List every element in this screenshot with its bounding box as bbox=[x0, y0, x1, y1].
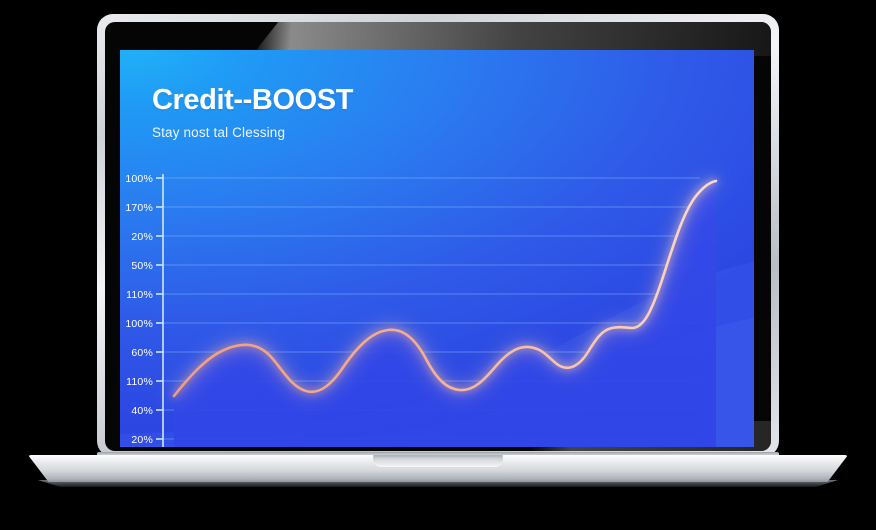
laptop-base-shadow bbox=[37, 480, 839, 487]
chart-area-fill bbox=[174, 181, 716, 447]
y-tick-label: 60% bbox=[131, 347, 153, 359]
area-chart: 100% 170% 20% 50% 110% 100% 60% 110% 40%… bbox=[120, 144, 754, 447]
presentation-slide: Credit--BOOST Stay nost tal Clessing bbox=[120, 50, 754, 447]
page-title: Credit--BOOST bbox=[152, 84, 354, 116]
y-tick-label: 40% bbox=[131, 405, 153, 417]
y-axis-tick-labels: 100% 170% 20% 50% 110% 100% 60% 110% 40%… bbox=[125, 173, 153, 446]
laptop-screen-bezel: Credit--BOOST Stay nost tal Clessing bbox=[105, 22, 771, 451]
laptop-base bbox=[28, 455, 848, 489]
y-tick-label: 20% bbox=[131, 434, 153, 446]
y-tick-label: 20% bbox=[131, 231, 153, 243]
chart-line-series bbox=[172, 179, 718, 398]
laptop-base-notch bbox=[373, 455, 503, 467]
y-axis-ticks bbox=[156, 177, 163, 440]
chart-canvas: 100% 170% 20% 50% 110% 100% 60% 110% 40%… bbox=[125, 173, 718, 447]
y-tick-label: 50% bbox=[131, 260, 153, 272]
y-tick-label: 170% bbox=[125, 202, 153, 214]
y-tick-label: 100% bbox=[125, 318, 153, 330]
laptop-lid: Credit--BOOST Stay nost tal Clessing bbox=[97, 14, 779, 457]
page-subtitle: Stay nost tal Clessing bbox=[152, 125, 286, 140]
y-tick-label: 100% bbox=[125, 173, 153, 185]
laptop-base-body bbox=[28, 455, 848, 482]
y-tick-label: 110% bbox=[126, 376, 153, 388]
laptop-hinge bbox=[97, 452, 779, 457]
y-tick-label: 110% bbox=[126, 289, 153, 301]
